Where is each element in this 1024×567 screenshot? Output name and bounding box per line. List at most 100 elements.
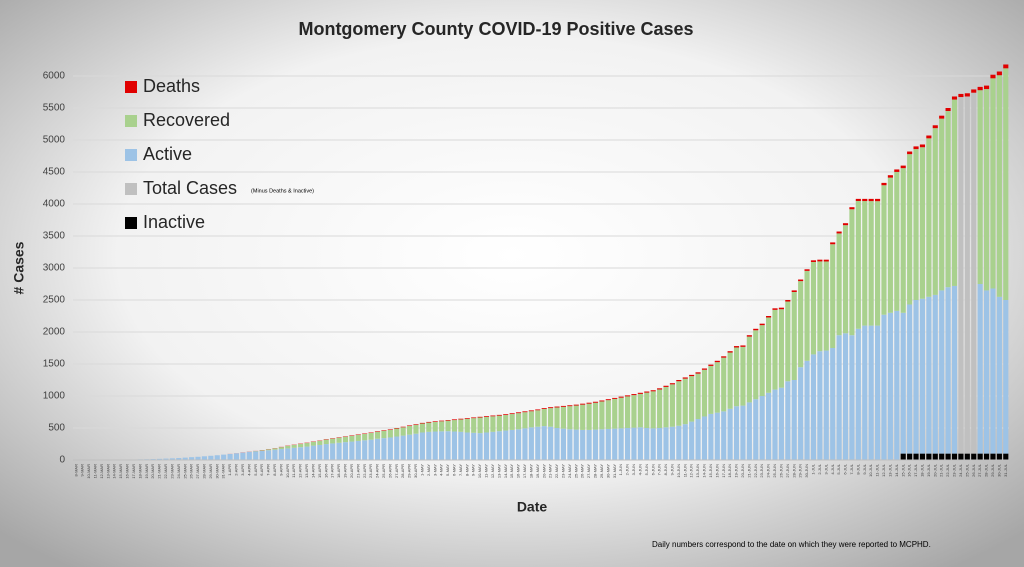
y-tick-label: 3500	[43, 231, 66, 242]
y-tick-label: 2500	[43, 295, 66, 306]
x-tick-label: 15-APR	[317, 464, 322, 478]
x-tick-label: 24-JUL	[958, 463, 963, 477]
x-tick-label: 22-JUL	[945, 463, 950, 477]
x-tick-label: 19-JUL	[926, 463, 931, 477]
bar-segment	[291, 444, 297, 448]
bar-segment	[400, 426, 406, 428]
bar-segment	[900, 312, 906, 454]
bar-segment	[689, 374, 695, 377]
bar-segment	[496, 415, 502, 432]
x-tick-label: 14-MAY	[503, 464, 508, 478]
bar-segment	[983, 89, 990, 291]
bar-segment	[939, 453, 945, 460]
bar-segment	[740, 346, 746, 406]
x-tick-label: 8-MAY	[464, 464, 469, 476]
bar-segment	[272, 448, 278, 450]
bar-segment	[503, 414, 509, 416]
x-tick-label: 1-JUN	[618, 464, 623, 475]
y-tick-label: 500	[48, 423, 65, 434]
x-tick-label: 20-MAY	[541, 464, 546, 478]
bar-segment	[394, 428, 400, 429]
bar-segment	[964, 93, 970, 97]
bar-segment	[471, 418, 477, 433]
x-tick-label: 6-MAY	[452, 464, 457, 476]
bar-segment	[432, 421, 438, 432]
bar-segment	[990, 78, 996, 289]
bar-segment	[996, 71, 1002, 76]
bar-segment	[560, 428, 567, 460]
bar-segment	[445, 420, 451, 432]
bar-segment	[317, 440, 323, 445]
y-tick-label: 3000	[43, 263, 66, 274]
x-tick-label: 5-JUN	[644, 464, 649, 475]
x-tick-label: 13-JUL	[887, 463, 892, 477]
bar-segment	[932, 125, 938, 129]
bar-segment	[407, 434, 413, 460]
bar-segment	[759, 325, 765, 396]
bar-segment	[682, 424, 688, 460]
bar-segment	[977, 284, 983, 454]
bar-segment	[778, 307, 784, 310]
bar-segment	[317, 444, 323, 460]
x-tick-label: 30-JUN	[804, 464, 809, 478]
bar-segment	[682, 378, 688, 425]
bar-segment	[439, 421, 445, 432]
bar-segment	[496, 431, 502, 460]
bar-segment	[387, 429, 393, 438]
bar-segment	[964, 453, 970, 460]
x-tick-label: 3-JUN	[631, 464, 636, 475]
bar-segment	[945, 111, 951, 288]
x-tick-label: 30-MAR	[214, 464, 219, 479]
x-tick-label: 26-JUL	[971, 463, 976, 477]
bar-segment	[631, 394, 637, 396]
x-tick-label: 23-APR	[368, 464, 373, 478]
y-tick-label: 4500	[43, 167, 66, 178]
bar-segment	[887, 312, 893, 460]
x-tick-label: 31-JUL	[1003, 463, 1008, 477]
bar-segment	[394, 436, 400, 460]
bar-segment	[785, 301, 791, 382]
bar-segment	[804, 269, 810, 271]
y-tick-label: 4000	[43, 199, 66, 210]
bar-segment	[413, 433, 419, 460]
bar-segment	[605, 400, 611, 429]
bar-segment	[330, 438, 336, 444]
bar-segment	[374, 431, 381, 439]
bar-segment	[419, 432, 425, 460]
bar-segment	[951, 453, 958, 460]
bar-segment	[714, 362, 720, 413]
bar-segment	[349, 435, 355, 442]
bar-segment	[522, 412, 528, 429]
x-tick-label: 5-MAY	[445, 464, 450, 476]
bar-segment	[522, 428, 528, 460]
bar-segment	[612, 397, 618, 399]
x-tick-label: 10-MAR	[86, 464, 91, 479]
x-tick-label: 15-MAY	[509, 464, 514, 478]
bar-segment	[804, 360, 810, 460]
bar-segment	[823, 350, 829, 460]
x-tick-label: 11-JUL	[875, 463, 880, 476]
bar-segment	[618, 428, 624, 460]
x-tick-label: 28-MAR	[201, 464, 206, 479]
x-tick-label: 17-MAR	[131, 464, 136, 479]
bar-segment	[907, 453, 913, 460]
x-tick-label: 6-APR	[259, 464, 264, 476]
bar-segment	[657, 428, 663, 460]
bar-segment	[881, 314, 887, 460]
x-tick-label: 3-APR	[240, 464, 245, 476]
x-tick-label: 22-APR	[362, 464, 367, 478]
bar-segment	[939, 115, 945, 119]
bar-segment	[637, 392, 643, 394]
bar-segment	[663, 386, 669, 428]
bar-segment	[977, 453, 983, 460]
bar-segment	[990, 288, 996, 454]
bar-segment	[823, 259, 829, 262]
bar-segment	[509, 429, 515, 460]
bar-segment	[894, 310, 900, 460]
x-tick-label: 22-JUN	[753, 464, 758, 478]
bar-segment	[740, 345, 746, 347]
x-tick-label: 4-JUL	[830, 463, 835, 474]
bar-segment	[714, 360, 720, 363]
x-tick-label: 19-JUN	[734, 464, 739, 478]
bar-segment	[951, 285, 958, 454]
